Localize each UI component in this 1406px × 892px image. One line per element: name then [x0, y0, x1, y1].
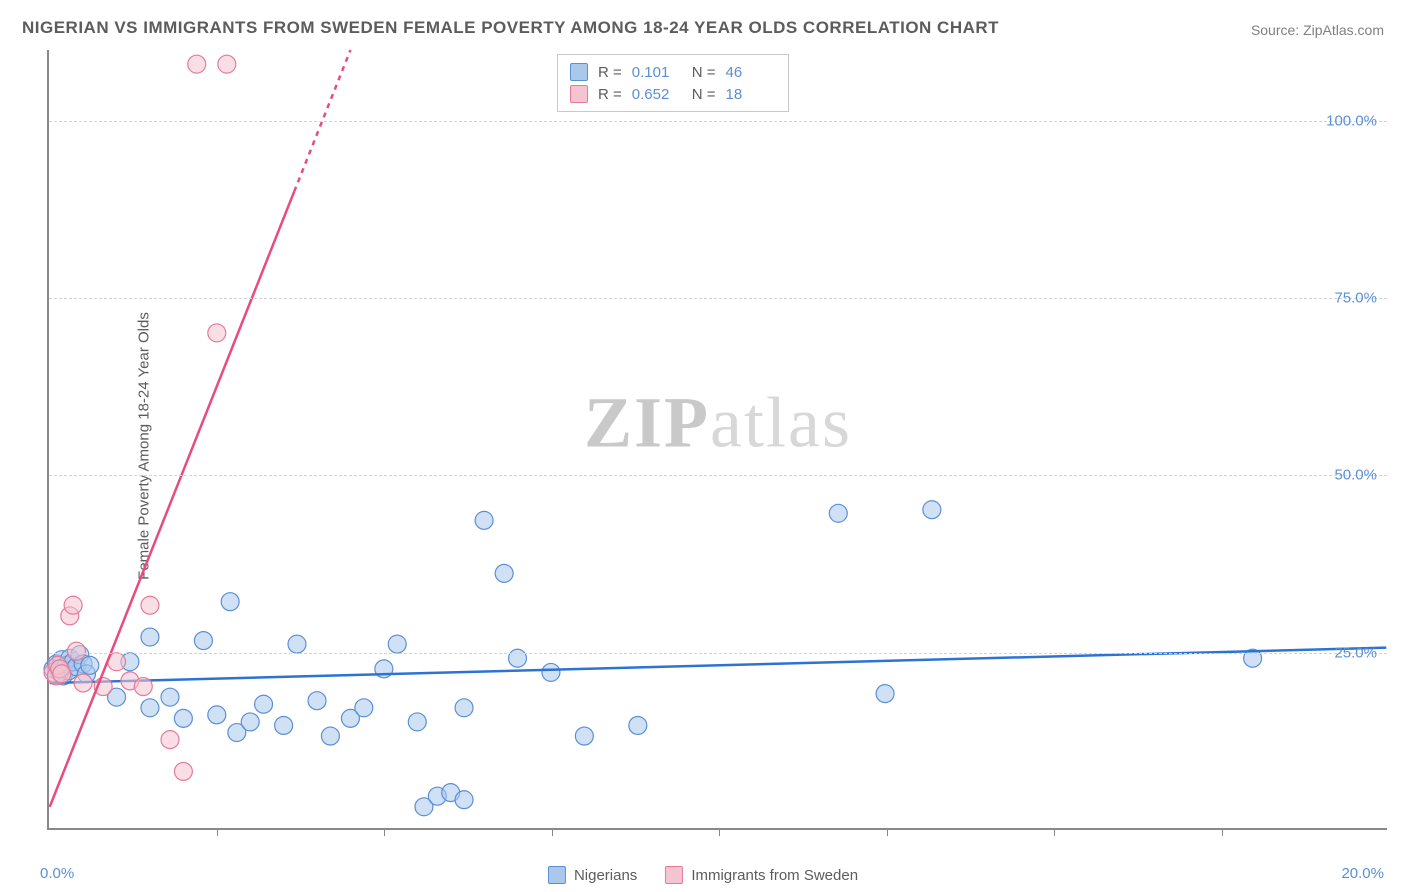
- x-tick: [384, 828, 385, 836]
- scatter-point-immigrants-from-sweden: [161, 731, 179, 749]
- scatter-point-nigerians: [194, 632, 212, 650]
- x-axis-end-label: 20.0%: [1341, 865, 1384, 882]
- stats-n-value: 46: [726, 64, 776, 81]
- scatter-point-nigerians: [141, 699, 159, 717]
- chart-plot-area: ZIPatlas 25.0%50.0%75.0%100.0%: [47, 50, 1387, 830]
- stats-swatch-icon: [570, 63, 588, 81]
- scatter-point-nigerians: [308, 692, 326, 710]
- scatter-point-nigerians: [542, 663, 560, 681]
- scatter-point-nigerians: [241, 713, 259, 731]
- scatter-point-nigerians: [575, 727, 593, 745]
- x-tick: [552, 828, 553, 836]
- x-tick: [1222, 828, 1223, 836]
- y-tick-label: 50.0%: [1334, 467, 1377, 484]
- x-tick: [1054, 828, 1055, 836]
- source-attribution: Source: ZipAtlas.com: [1251, 22, 1384, 38]
- x-tick: [217, 828, 218, 836]
- chart-title: NIGERIAN VS IMMIGRANTS FROM SWEDEN FEMAL…: [22, 18, 999, 38]
- gridline: [49, 121, 1387, 122]
- scatter-point-nigerians: [141, 628, 159, 646]
- scatter-point-nigerians: [255, 695, 273, 713]
- correlation-stats-box: R = 0.101 N = 46 R = 0.652 N = 18: [557, 54, 789, 112]
- scatter-point-nigerians: [408, 713, 426, 731]
- gridline: [49, 653, 1387, 654]
- scatter-point-nigerians: [495, 564, 513, 582]
- gridline: [49, 298, 1387, 299]
- scatter-point-immigrants-from-sweden: [188, 55, 206, 73]
- y-tick-label: 100.0%: [1326, 112, 1377, 129]
- stats-r-label: R =: [598, 64, 622, 81]
- stats-n-label: N =: [692, 64, 716, 81]
- scatter-point-nigerians: [208, 706, 226, 724]
- legend-swatch-icon: [548, 866, 566, 884]
- scatter-point-nigerians: [388, 635, 406, 653]
- stats-row-nigerians: R = 0.101 N = 46: [570, 61, 776, 83]
- scatter-point-nigerians: [221, 593, 239, 611]
- scatter-point-immigrants-from-sweden: [141, 596, 159, 614]
- legend-label: Nigerians: [574, 867, 637, 884]
- scatter-point-nigerians: [829, 504, 847, 522]
- scatter-point-nigerians: [629, 716, 647, 734]
- stats-r-value: 0.652: [632, 86, 682, 103]
- scatter-point-nigerians: [355, 699, 373, 717]
- scatter-point-immigrants-from-sweden: [74, 674, 92, 692]
- stats-swatch-icon: [570, 85, 588, 103]
- scatter-point-nigerians: [876, 685, 894, 703]
- scatter-point-immigrants-from-sweden: [174, 762, 192, 780]
- scatter-point-nigerians: [275, 716, 293, 734]
- scatter-point-nigerians: [81, 656, 99, 674]
- stats-r-label: R =: [598, 86, 622, 103]
- y-tick-label: 25.0%: [1334, 644, 1377, 661]
- stats-n-value: 18: [726, 86, 776, 103]
- x-tick: [719, 828, 720, 836]
- y-tick-label: 75.0%: [1334, 290, 1377, 307]
- scatter-point-nigerians: [174, 709, 192, 727]
- trend-line-immigrants-from-sweden: [50, 191, 295, 806]
- x-axis-origin-label: 0.0%: [40, 865, 74, 882]
- stats-r-value: 0.101: [632, 64, 682, 81]
- scatter-point-immigrants-from-sweden: [218, 55, 236, 73]
- scatter-point-nigerians: [475, 511, 493, 529]
- stats-row-immigrants-from-sweden: R = 0.652 N = 18: [570, 83, 776, 105]
- scatter-svg: [49, 50, 1387, 828]
- scatter-point-nigerians: [455, 699, 473, 717]
- x-tick: [887, 828, 888, 836]
- scatter-point-nigerians: [288, 635, 306, 653]
- scatter-point-nigerians: [455, 791, 473, 809]
- scatter-point-immigrants-from-sweden: [208, 324, 226, 342]
- gridline: [49, 475, 1387, 476]
- legend-label: Immigrants from Sweden: [691, 867, 858, 884]
- legend-item: Nigerians: [548, 866, 637, 884]
- legend-swatch-icon: [665, 866, 683, 884]
- scatter-point-immigrants-from-sweden: [64, 596, 82, 614]
- bottom-legend: Nigerians Immigrants from Sweden: [548, 866, 858, 884]
- scatter-point-nigerians: [321, 727, 339, 745]
- scatter-point-immigrants-from-sweden: [134, 678, 152, 696]
- scatter-point-immigrants-from-sweden: [53, 665, 71, 683]
- scatter-point-nigerians: [923, 501, 941, 519]
- scatter-point-immigrants-from-sweden: [67, 642, 85, 660]
- legend-item: Immigrants from Sweden: [665, 866, 858, 884]
- scatter-point-nigerians: [161, 688, 179, 706]
- stats-n-label: N =: [692, 86, 716, 103]
